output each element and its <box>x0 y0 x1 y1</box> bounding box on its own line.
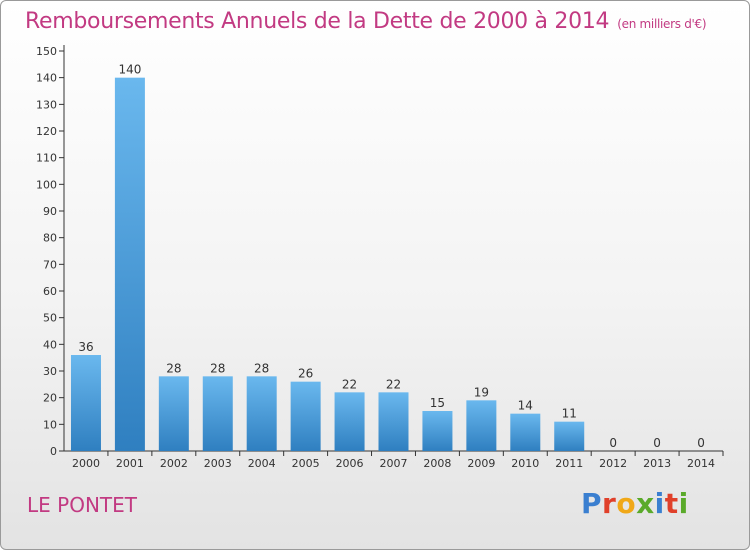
data-label: 0 <box>653 436 661 450</box>
logo-letter: x <box>636 487 655 520</box>
data-label: 22 <box>342 377 357 391</box>
logo-letter: i <box>654 487 665 520</box>
data-label: 11 <box>562 407 577 421</box>
x-tick-label: 2010 <box>511 457 539 470</box>
y-tick-label: 80 <box>43 232 57 245</box>
x-tick-label: 2005 <box>292 457 320 470</box>
y-tick-label: 20 <box>43 392 57 405</box>
bar <box>422 411 453 451</box>
data-label: 15 <box>430 396 445 410</box>
data-label: 19 <box>474 385 489 399</box>
bar <box>510 413 541 451</box>
y-tick-label: 30 <box>43 365 57 378</box>
y-tick-label: 130 <box>36 98 57 111</box>
y-tick-label: 150 <box>36 45 57 58</box>
x-tick-label: 2014 <box>687 457 715 470</box>
proxiti-logo: Proxiti <box>581 487 689 520</box>
x-tick-label: 2009 <box>467 457 495 470</box>
bar <box>246 376 277 451</box>
bar <box>202 376 233 451</box>
x-tick-label: 2001 <box>116 457 144 470</box>
logo-letter: o <box>616 487 637 520</box>
x-tick-label: 2006 <box>336 457 364 470</box>
y-tick-label: 10 <box>43 418 57 431</box>
bar <box>466 400 497 451</box>
town-name: LE PONTET <box>27 493 137 517</box>
chart-title: Remboursements Annuels de la Dette de 20… <box>25 9 707 34</box>
data-label: 0 <box>697 436 705 450</box>
y-tick-label: 60 <box>43 285 57 298</box>
x-tick-label: 2000 <box>72 457 100 470</box>
chart-title-text: Remboursements Annuels de la Dette de 20… <box>25 9 610 34</box>
y-tick-label: 70 <box>43 258 57 271</box>
y-tick-label: 120 <box>36 125 57 138</box>
data-label: 14 <box>518 399 533 413</box>
y-tick-label: 50 <box>43 312 57 325</box>
y-tick-label: 140 <box>36 72 57 85</box>
y-tick-label: 40 <box>43 338 57 351</box>
y-tick-label: 0 <box>50 445 57 458</box>
x-tick-label: 2004 <box>248 457 276 470</box>
unit-note: (en milliers d'€) <box>617 17 707 31</box>
data-label: 0 <box>609 436 617 450</box>
y-tick-label: 100 <box>36 178 57 191</box>
x-tick-label: 2013 <box>643 457 671 470</box>
bar <box>290 381 321 451</box>
x-tick-label: 2002 <box>160 457 188 470</box>
data-label: 28 <box>166 361 181 375</box>
logo-letter: t <box>664 487 679 520</box>
y-tick-label: 90 <box>43 205 57 218</box>
data-label: 22 <box>386 377 401 391</box>
x-tick-label: 2011 <box>555 457 583 470</box>
bar <box>378 392 409 451</box>
x-tick-label: 2012 <box>599 457 627 470</box>
logo-letter: P <box>581 487 603 520</box>
logo-letter: r <box>602 487 617 520</box>
bar <box>334 392 365 451</box>
data-label: 26 <box>298 367 313 381</box>
data-label: 140 <box>118 63 141 77</box>
x-tick-label: 2003 <box>204 457 232 470</box>
x-tick-label: 2008 <box>423 457 451 470</box>
bar <box>554 421 585 451</box>
bar <box>70 355 101 451</box>
y-tick-label: 110 <box>36 152 57 165</box>
bar <box>114 77 145 452</box>
data-label: 28 <box>254 361 269 375</box>
bar <box>158 376 189 451</box>
data-label: 28 <box>210 361 225 375</box>
data-label: 36 <box>78 340 93 354</box>
x-tick-label: 2007 <box>380 457 408 470</box>
logo-letter: i <box>678 487 689 520</box>
